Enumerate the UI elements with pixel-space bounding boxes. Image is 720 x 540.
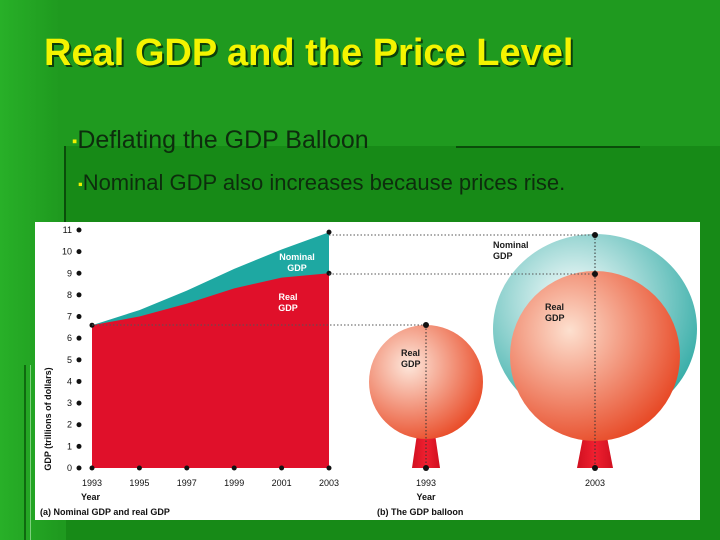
bullet-text: Nominal GDP also increases because price…	[82, 170, 566, 195]
small-balloon-label-1: Real	[401, 348, 420, 358]
y-tick-dot	[76, 378, 82, 384]
x-tick-label: 1999	[224, 478, 244, 488]
y-tick-dot	[76, 443, 82, 449]
y-tick-label: 11	[63, 225, 72, 235]
y-tick-dot	[76, 357, 82, 363]
real-end-dot	[326, 270, 332, 276]
y-tick-dot	[76, 227, 82, 233]
x-tick-label: 1993	[82, 478, 102, 488]
y-tick-dot	[76, 292, 82, 298]
decor-line	[456, 146, 640, 148]
y-tick-dot	[76, 335, 82, 341]
decor-line	[64, 146, 66, 226]
big-real-label-1: Real	[545, 302, 564, 312]
gdp-figure: 0 1 2 3 4 5 6 7 8 9 10 11 1993 1995 1997 1999 2001 2003 …	[35, 222, 700, 520]
real-area-label-2: GDP	[278, 303, 298, 313]
x-tick-label: 1997	[177, 478, 197, 488]
y-tick-dot	[76, 314, 82, 320]
real-area-label-1: Real	[278, 292, 297, 302]
y-tick-label: 2	[67, 420, 72, 430]
real-gdp-area	[92, 273, 329, 468]
x-tick-dot	[326, 465, 332, 471]
x-tick-label: 1995	[129, 478, 149, 488]
big-nominal-label-2: GDP	[493, 251, 513, 261]
y-tick-dot	[76, 400, 82, 406]
y-tick-label: 4	[67, 376, 72, 386]
panel-b-x-label: Year	[416, 492, 436, 502]
bullet-nominal: ▪Nominal GDP also increases because pric…	[78, 170, 565, 196]
y-tick-dot	[76, 422, 82, 428]
decor-line	[24, 365, 26, 540]
x-tick-dot	[279, 465, 285, 471]
big-balloon-real-dot	[592, 271, 598, 277]
y-tick-dot	[76, 270, 82, 276]
bullet-marker-icon: ▪	[72, 132, 78, 150]
y-tick-dot	[76, 249, 82, 255]
nominal-area-label-1: Nominal	[279, 252, 315, 262]
nominal-area-label-2: GDP	[287, 263, 307, 273]
x-tick-dot	[89, 465, 95, 471]
y-tick-label: 3	[67, 398, 72, 408]
y-tick-label: 10	[62, 247, 72, 257]
bullet-deflating: ▪Deflating the GDP Balloon	[72, 126, 369, 155]
bullet-text: Deflating the GDP Balloon	[77, 126, 369, 154]
small-balloon-top-dot	[423, 322, 429, 328]
x-tick-dot	[184, 465, 190, 471]
nominal-end-dot	[326, 229, 332, 235]
x-tick-dot	[231, 465, 237, 471]
year-2003-label: 2003	[585, 478, 605, 488]
y-tick-label: 6	[67, 333, 72, 343]
y-tick-label: 1	[67, 441, 72, 451]
y-tick-label: 5	[67, 355, 72, 365]
x-axis-label: Year	[81, 492, 101, 502]
decor-line	[30, 365, 31, 540]
bullet-marker-icon: ▪	[78, 176, 83, 192]
y-axis-label: GDP (trillions of dollars)	[43, 367, 53, 470]
panel-b-caption: (b) The GDP balloon	[377, 507, 463, 517]
small-balloon-base-dot	[423, 465, 429, 471]
x-tick-label: 2003	[319, 478, 339, 488]
small-balloon-label-2: GDP	[401, 359, 421, 369]
big-real-label-2: GDP	[545, 313, 565, 323]
slide-title: Real GDP and the Price Level	[44, 32, 574, 74]
x-tick-label: 2001	[272, 478, 292, 488]
y-tick-label: 8	[67, 290, 72, 300]
y-tick-label: 7	[67, 312, 72, 322]
y-tick-label: 9	[67, 268, 72, 278]
x-tick-dot	[136, 465, 142, 471]
y-tick-label: 0	[67, 463, 72, 473]
big-balloon-real	[510, 271, 680, 441]
big-nominal-label-1: Nominal	[493, 240, 529, 250]
panel-a-caption: (a) Nominal GDP and real GDP	[40, 507, 170, 517]
big-balloon-nominal-dot	[592, 232, 598, 238]
year-1993-label: 1993	[416, 478, 436, 488]
big-balloon-base-dot	[592, 465, 598, 471]
y-tick-dot	[76, 465, 82, 471]
